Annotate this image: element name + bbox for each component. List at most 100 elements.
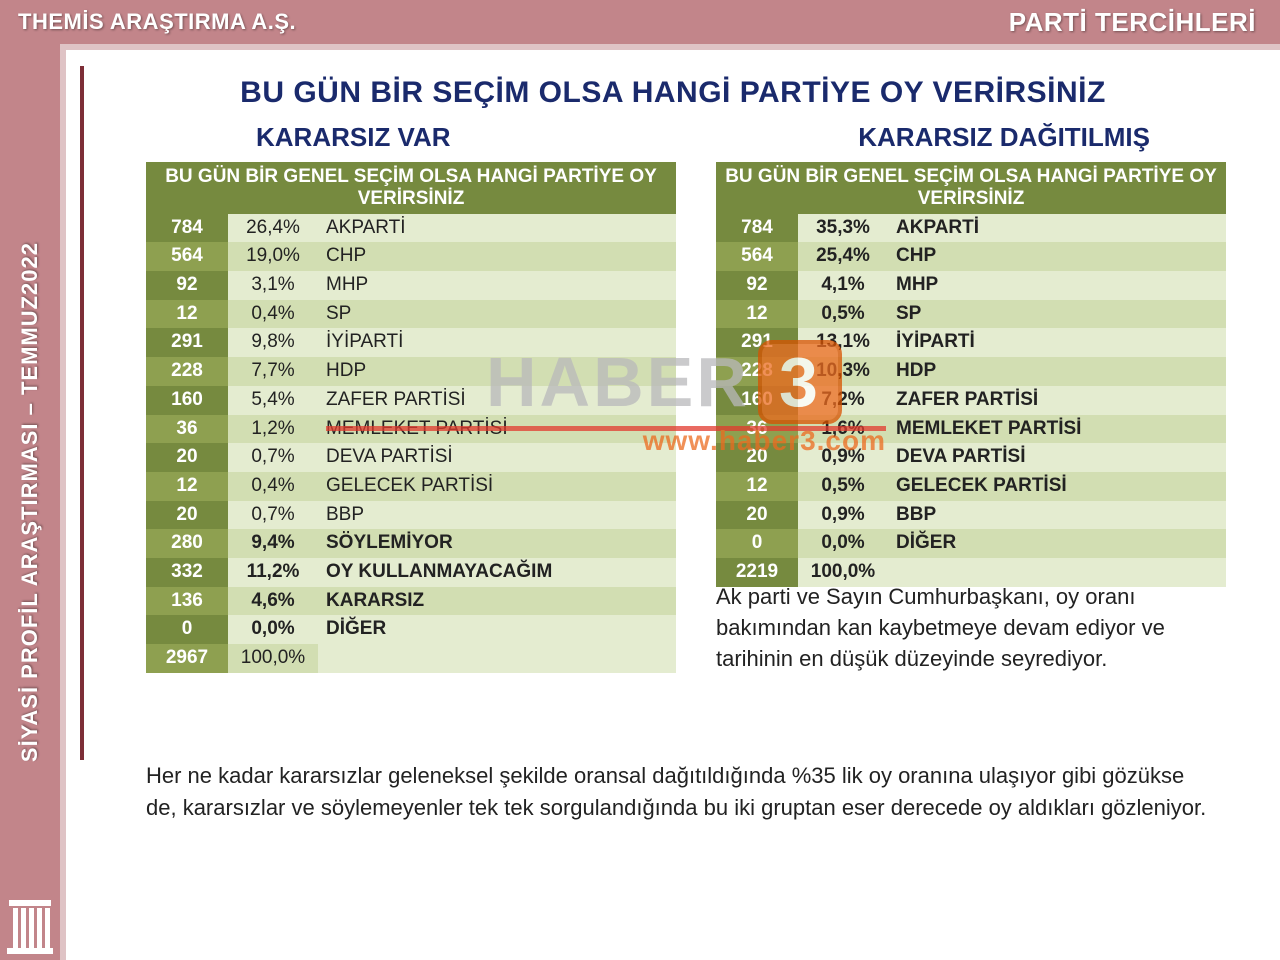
row-count: 0: [716, 529, 798, 558]
row-count: 228: [146, 357, 228, 386]
table-row: 78426,4%AKPARTİ: [146, 214, 676, 243]
row-count: 20: [716, 501, 798, 530]
row-count: 136: [146, 587, 228, 616]
poll-table-2: BU GÜN BİR GENEL SEÇİM OLSA HANGİ PARTİY…: [716, 162, 1226, 587]
row-party: İYİPARTİ: [888, 328, 1226, 357]
table-row: 00,0%DİĞER: [146, 615, 676, 644]
row-count: 784: [716, 214, 798, 243]
row-party: BBP: [318, 501, 676, 530]
row-percent: 9,4%: [228, 529, 318, 558]
row-party: MHP: [888, 271, 1226, 300]
row-count: 92: [146, 271, 228, 300]
row-count: 160: [146, 386, 228, 415]
table-row: 00,0%DİĞER: [716, 529, 1226, 558]
row-percent: 9,8%: [228, 328, 318, 357]
row-party: DİĞER: [318, 615, 676, 644]
section-title: PARTİ TERCİHLERİ: [1009, 7, 1256, 38]
row-percent: 10,3%: [798, 357, 888, 386]
row-count: 36: [716, 415, 798, 444]
table-row: 120,5%SP: [716, 300, 1226, 329]
row-count: 20: [146, 443, 228, 472]
row-percent: 5,4%: [228, 386, 318, 415]
row-percent: 0,0%: [798, 529, 888, 558]
row-count: 784: [146, 214, 228, 243]
row-party: SÖYLEMİYOR: [318, 529, 676, 558]
row-percent: 0,0%: [228, 615, 318, 644]
row-party: DEVA PARTİSİ: [888, 443, 1226, 472]
row-count: 20: [146, 501, 228, 530]
row-percent: 4,1%: [798, 271, 888, 300]
poll-table-1: BU GÜN BİR GENEL SEÇİM OLSA HANGİ PARTİY…: [146, 162, 676, 673]
row-party: MEMLEKET PARTİSİ: [318, 415, 676, 444]
row-percent: 0,7%: [228, 501, 318, 530]
row-count: 92: [716, 271, 798, 300]
main-title: BU GÜN BİR SEÇİM OLSA HANGİ PARTİYE OY V…: [66, 76, 1280, 110]
row-percent: 26,4%: [228, 214, 318, 243]
row-count: 12: [716, 300, 798, 329]
row-count: 228: [716, 357, 798, 386]
row-percent: 7,2%: [798, 386, 888, 415]
row-count: 36: [146, 415, 228, 444]
slide-frame: THEMİS ARAŞTIRMA A.Ş. PARTİ TERCİHLERİ S…: [0, 0, 1280, 960]
row-party: GELECEK PARTİSİ: [318, 472, 676, 501]
table-undecided-distributed: BU GÜN BİR GENEL SEÇİM OLSA HANGİ PARTİY…: [716, 162, 1226, 587]
row-count: 12: [146, 300, 228, 329]
table-row: 200,9%DEVA PARTİSİ: [716, 443, 1226, 472]
row-percent: 7,7%: [228, 357, 318, 386]
row-percent: 0,9%: [798, 501, 888, 530]
row-party: AKPARTİ: [318, 214, 676, 243]
table-row: 361,6%MEMLEKET PARTİSİ: [716, 415, 1226, 444]
row-percent: 0,7%: [228, 443, 318, 472]
table2-header: BU GÜN BİR GENEL SEÇİM OLSA HANGİ PARTİY…: [716, 162, 1226, 214]
row-party: HDP: [318, 357, 676, 386]
row-percent: 1,6%: [798, 415, 888, 444]
company-name: THEMİS ARAŞTIRMA A.Ş.: [18, 9, 296, 35]
table-row: 361,2%MEMLEKET PARTİSİ: [146, 415, 676, 444]
row-count: 160: [716, 386, 798, 415]
row-percent: 3,1%: [228, 271, 318, 300]
row-percent: 19,0%: [228, 242, 318, 271]
table-row: 200,7%DEVA PARTİSİ: [146, 443, 676, 472]
row-count: 564: [716, 242, 798, 271]
table-row: 33211,2%OY KULLANMAYACAĞIM: [146, 558, 676, 587]
row-party: ZAFER PARTİSİ: [318, 386, 676, 415]
subtitles: KARARSIZ VAR KARARSIZ DAĞITILMIŞ: [66, 122, 1280, 162]
row-percent: 0,5%: [798, 300, 888, 329]
row-party: AKPARTİ: [888, 214, 1226, 243]
row-percent: 35,3%: [798, 214, 888, 243]
row-party: BBP: [888, 501, 1226, 530]
row-party: MHP: [318, 271, 676, 300]
table-row: 1605,4%ZAFER PARTİSİ: [146, 386, 676, 415]
table-row: 2919,8%İYİPARTİ: [146, 328, 676, 357]
table-row: 200,7%BBP: [146, 501, 676, 530]
table-row: 120,5%GELECEK PARTİSİ: [716, 472, 1226, 501]
row-party: OY KULLANMAYACAĞIM: [318, 558, 676, 587]
table-row: 2287,7%HDP: [146, 357, 676, 386]
sidebar-label-wrap: SİYASİ PROFİL ARAŞTIRMASI – TEMMUZ2022: [0, 44, 60, 960]
row-percent: 0,4%: [228, 472, 318, 501]
row-count: 291: [716, 328, 798, 357]
table-row: 2967100,0%: [146, 644, 676, 673]
row-count: 291: [146, 328, 228, 357]
row-percent: 25,4%: [798, 242, 888, 271]
row-party: SP: [318, 300, 676, 329]
row-percent: 1,2%: [228, 415, 318, 444]
header-bar: THEMİS ARAŞTIRMA A.Ş. PARTİ TERCİHLERİ: [0, 0, 1280, 44]
table-row: 78435,3%AKPARTİ: [716, 214, 1226, 243]
content-area: BU GÜN BİR SEÇİM OLSA HANGİ PARTİYE OY V…: [60, 44, 1280, 960]
row-party: CHP: [888, 242, 1226, 271]
row-count: 0: [146, 615, 228, 644]
table-row: 923,1%MHP: [146, 271, 676, 300]
row-party: DİĞER: [888, 529, 1226, 558]
row-party: İYİPARTİ: [318, 328, 676, 357]
table-row: 2809,4%SÖYLEMİYOR: [146, 529, 676, 558]
row-percent: 4,6%: [228, 587, 318, 616]
commentary-bottom: Her ne kadar kararsızlar geleneksel şeki…: [146, 760, 1220, 824]
table-row: 1607,2%ZAFER PARTİSİ: [716, 386, 1226, 415]
row-percent: 0,9%: [798, 443, 888, 472]
table-row: 200,9%BBP: [716, 501, 1226, 530]
subtitle-right: KARARSIZ DAĞITILMIŞ: [858, 122, 1150, 153]
row-count: 12: [716, 472, 798, 501]
table-undecided-included: BU GÜN BİR GENEL SEÇİM OLSA HANGİ PARTİY…: [146, 162, 676, 673]
row-count: 20: [716, 443, 798, 472]
